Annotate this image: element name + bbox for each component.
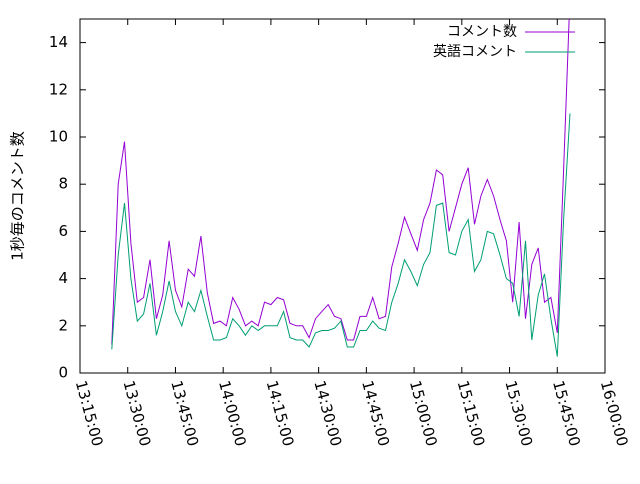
x-tick-label: 14:30:00 xyxy=(310,379,345,449)
y-tick-label: 2 xyxy=(58,316,68,334)
y-axis-label: 1秒毎のコメント数 xyxy=(9,131,27,261)
x-tick-label: 15:30:00 xyxy=(501,379,536,449)
y-tick-label: 10 xyxy=(49,128,68,146)
series-line xyxy=(111,19,570,345)
x-tick-label: 15:45:00 xyxy=(549,379,584,449)
y-tick-label: 8 xyxy=(58,175,68,193)
legend-label: コメント数 xyxy=(447,24,517,40)
x-tick-label: 14:45:00 xyxy=(358,379,393,449)
x-tick-label: 13:15:00 xyxy=(72,379,107,449)
y-tick-label: 12 xyxy=(49,80,68,98)
x-tick-label: 16:00:00 xyxy=(597,379,632,449)
y-tick-label: 6 xyxy=(58,222,68,240)
x-tick-label: 15:00:00 xyxy=(406,379,441,449)
x-tick-label: 13:45:00 xyxy=(167,379,202,449)
x-tick-label: 14:15:00 xyxy=(263,379,298,449)
y-tick-label: 4 xyxy=(58,269,68,287)
x-tick-label: 13:30:00 xyxy=(120,379,155,449)
x-tick-label: 15:15:00 xyxy=(454,379,489,449)
plot-border xyxy=(79,18,606,374)
y-tick-label: 0 xyxy=(58,364,68,382)
x-tick-label: 14:00:00 xyxy=(215,379,250,449)
series-line xyxy=(111,113,571,357)
legend-label: 英語コメント xyxy=(433,43,517,60)
y-tick-label: 14 xyxy=(49,33,68,51)
